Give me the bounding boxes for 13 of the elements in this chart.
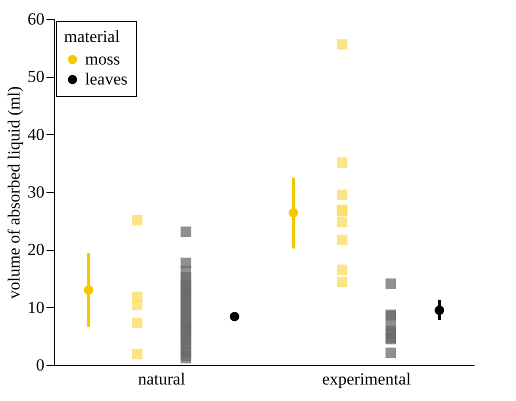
y-tick-label: 20: [28, 240, 44, 260]
y-tick-label: 50: [28, 67, 44, 86]
y-tick-label: 0: [36, 356, 44, 374]
x-tick-label: natural: [138, 370, 186, 388]
y-tick-label: 30: [28, 182, 44, 202]
legend-label: moss: [85, 50, 120, 68]
y-axis-title: volume of absorbed liquid (ml): [4, 86, 24, 299]
x-tick-label: experimental: [322, 370, 412, 388]
y-tick-label: 10: [28, 298, 44, 317]
y-tick-label: 60: [28, 10, 44, 28]
legend-label: leaves: [85, 70, 128, 88]
legend-title: material: [64, 27, 120, 46]
y-tick-label: 40: [28, 124, 44, 144]
